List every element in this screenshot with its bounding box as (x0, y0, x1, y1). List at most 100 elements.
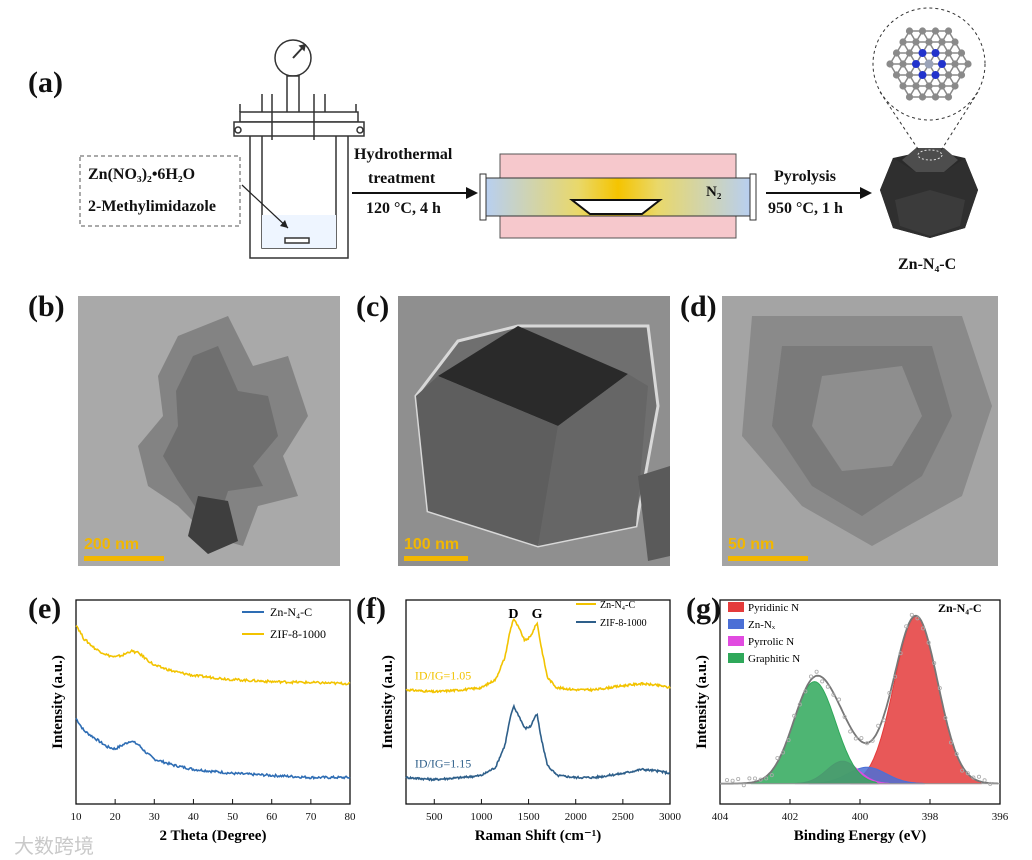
component-peak-g-0 (850, 615, 982, 785)
raw-data-point-g (988, 781, 993, 786)
nitrogen-atom (912, 60, 920, 68)
series-line-f-1 (405, 703, 671, 782)
chart-f: 500 1000 1500 2000 2500 3000 Raman Shift (cm⁻¹… (380, 599, 682, 844)
carbon-atom (944, 27, 953, 35)
tube-furnace-icon (479, 153, 757, 239)
raw-data-point-g (892, 674, 897, 679)
polyhedron-icon (880, 148, 978, 238)
x-tick-label-g: 396 (992, 811, 1009, 823)
raw-data-point-g (753, 776, 758, 781)
y-axis-label-g: Intensity (a.u.) (694, 655, 710, 749)
raw-data-point-g (809, 674, 814, 679)
legend-label-f-0: Zn-N₄-C (600, 600, 635, 611)
nitrogen-atom (918, 49, 927, 57)
raw-data-point-g (842, 714, 847, 719)
raw-data-point-g (876, 723, 881, 728)
panel-label-f: (f) (356, 592, 386, 625)
raw-data-point-g (775, 756, 780, 761)
raw-data-point-g (864, 741, 869, 746)
raw-data-point-g (741, 783, 746, 788)
raw-data-point-g (725, 778, 730, 783)
panel-label-d: (d) (680, 290, 717, 323)
x-tick-label-f: 500 (426, 811, 443, 823)
carbon-atom (905, 93, 914, 101)
raw-data-point-g (814, 669, 819, 674)
raw-data-point-g (792, 713, 797, 718)
chart-g: 404 402 400 398 396 Binding Energy (eV) Intens… (694, 599, 1009, 844)
carbon-atom (951, 82, 959, 90)
x-tick-label-g: 398 (922, 811, 939, 823)
series-line-e-0 (75, 717, 351, 781)
y-axis-label-f: Intensity (a.u.) (380, 655, 396, 749)
carbon-atom (892, 49, 901, 57)
series-line-e-1 (75, 625, 351, 686)
raw-data-point-g (954, 751, 959, 756)
legend-label-f-1: ZIF-8-1000 (600, 618, 647, 629)
carbon-atom (918, 93, 927, 101)
scalebar-c (404, 556, 468, 561)
raw-data-point-g (786, 738, 791, 743)
raw-data-point-g (960, 768, 965, 773)
raw-data-point-g (836, 697, 841, 702)
x-tick-label-e: 30 (149, 811, 161, 823)
x-axis-label-g: Binding Energy (eV) (794, 828, 927, 844)
raw-data-point-g (764, 776, 769, 781)
x-tick-label-e: 10 (71, 811, 83, 823)
raw-data-point-g (898, 651, 903, 656)
carbon-atom (957, 71, 966, 79)
panel-label-a: (a) (28, 66, 63, 99)
raw-data-point-g (758, 777, 763, 782)
legend-label-e-1: ZIF-8-1000 (270, 627, 326, 641)
x-axis-label-e: 2 Theta (Degree) (160, 828, 267, 844)
carbon-atom (944, 93, 953, 101)
x-tick-label-f: 2500 (612, 811, 635, 823)
raw-data-point-g (730, 778, 735, 783)
ratio-annotation-f-0: ID/IG=1.05 (415, 669, 471, 683)
raw-data-point-g (870, 738, 875, 743)
raw-data-point-g (747, 776, 752, 781)
carbon-atom (899, 60, 907, 68)
plot-frame (405, 599, 671, 805)
carbon-atom (905, 27, 914, 35)
scalebar-b (84, 556, 164, 561)
carbon-atom (944, 49, 953, 57)
sample-label-g: Zn-N₄-C (938, 601, 982, 615)
nitrogen-atom (918, 71, 927, 79)
y-axis-label-e: Intensity (a.u.) (50, 655, 66, 749)
legend-swatch-g-3 (728, 653, 744, 663)
x-tick-label-f: 2000 (565, 811, 588, 823)
product-label: Zn-N₄-C (898, 256, 957, 273)
raw-data-point-g (909, 612, 914, 617)
carbon-atom (892, 71, 901, 79)
raw-data-point-g (982, 778, 987, 783)
raw-data-point-g (820, 679, 825, 684)
x-tick-label-f: 1500 (518, 811, 541, 823)
synthesis-scheme (79, 7, 986, 259)
carbon-atom (905, 71, 914, 79)
tem-image-c: 100 nm (398, 296, 670, 566)
plot-frame (75, 599, 351, 805)
raw-data-point-g (904, 624, 909, 629)
series-line-f-0 (405, 617, 671, 694)
step1-conditions: 120 °C, 4 h (366, 200, 441, 217)
raw-data-point-g (943, 715, 948, 720)
x-tick-label-g: 400 (852, 811, 869, 823)
carbon-atom (899, 82, 907, 90)
raw-data-point-g (803, 689, 808, 694)
step1-label-line2: treatment (368, 170, 436, 187)
carbon-atom (905, 49, 914, 57)
raw-data-point-g (831, 692, 836, 697)
autoclave-icon (233, 39, 365, 259)
legend-label-g-2: Pyrrolic N (748, 636, 794, 648)
carbon-atom (925, 38, 933, 46)
scalebar-d (728, 556, 808, 561)
raw-data-point-g (825, 684, 830, 689)
legend-swatch-g-1 (728, 619, 744, 629)
raw-data-point-g (948, 740, 953, 745)
legend-swatch-g-0 (728, 602, 744, 612)
x-tick-label-g: 404 (712, 811, 729, 823)
x-tick-label-e: 80 (345, 811, 357, 823)
raw-data-point-g (881, 718, 886, 723)
scale-label-d: 50 nm (728, 536, 775, 553)
carbon-atom (925, 82, 933, 90)
